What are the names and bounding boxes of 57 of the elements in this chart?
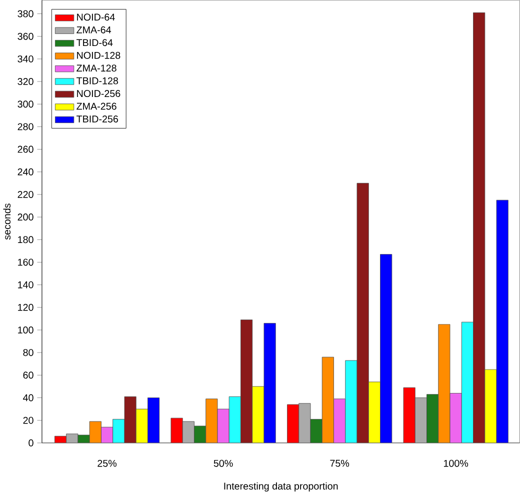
legend-label: NOID-128 (77, 52, 120, 59)
y-tick-label: 200 (18, 214, 34, 221)
y-tick-label: 380 (18, 10, 34, 18)
legend-label: TBID-64 (76, 39, 113, 46)
y-tick-label: 100 (18, 326, 34, 334)
bar (368, 382, 380, 443)
y-tick-label: 360 (18, 32, 34, 40)
y-tick-label: 160 (18, 258, 34, 266)
y-axis-title: seconds (3, 204, 11, 240)
bar (298, 403, 311, 443)
y-tick-label: 20 (23, 416, 34, 424)
bar (345, 360, 358, 443)
bar (182, 421, 194, 443)
legend-label: NOID-64 (77, 14, 115, 21)
legend-label: TBID-256 (76, 116, 118, 123)
y-tick-label: 300 (18, 100, 34, 108)
bar (100, 426, 114, 443)
y-tick-label: 180 (18, 236, 34, 244)
x-tick-label: 25% (98, 460, 117, 467)
y-tick-label: 120 (18, 304, 34, 311)
bar (112, 419, 125, 443)
y-tick-label: 340 (18, 56, 34, 63)
bar (414, 398, 427, 443)
legend-label: NOID-256 (77, 90, 120, 98)
bar (170, 418, 183, 443)
x-tick-label: 50% (214, 460, 233, 467)
bar (380, 254, 392, 443)
legend-label: ZMA-64 (76, 26, 112, 34)
bar (484, 369, 497, 443)
x-tick-label: 75% (330, 460, 350, 467)
y-tick-label: 0 (28, 440, 34, 446)
y-tick-label: 80 (23, 349, 34, 356)
bar (334, 398, 346, 443)
bar (496, 200, 508, 443)
bar (403, 387, 416, 443)
legend-label: ZMA-256 (76, 102, 116, 110)
bar (461, 322, 474, 443)
bar (228, 396, 241, 443)
y-tick-label: 320 (18, 78, 34, 86)
y-tick-label: 280 (18, 123, 34, 130)
bar (217, 408, 230, 443)
legend-label: ZMA-128 (76, 64, 116, 72)
y-tick-label: 240 (18, 168, 34, 176)
bar (287, 404, 300, 443)
bar (264, 323, 276, 443)
y-tick-label: 60 (23, 372, 34, 379)
y-tick-label: 260 (18, 146, 34, 153)
y-tick-label: 220 (18, 191, 34, 198)
x-tick-label: 100% (444, 460, 468, 467)
y-tick-label: 40 (23, 394, 34, 402)
x-axis-title: Interesting data proportion (224, 482, 338, 492)
y-tick-label: 140 (18, 281, 34, 288)
bar (148, 398, 160, 443)
bar (136, 408, 148, 443)
bar (252, 386, 264, 443)
legend-label: TBID-128 (76, 77, 118, 84)
bar (450, 393, 462, 443)
